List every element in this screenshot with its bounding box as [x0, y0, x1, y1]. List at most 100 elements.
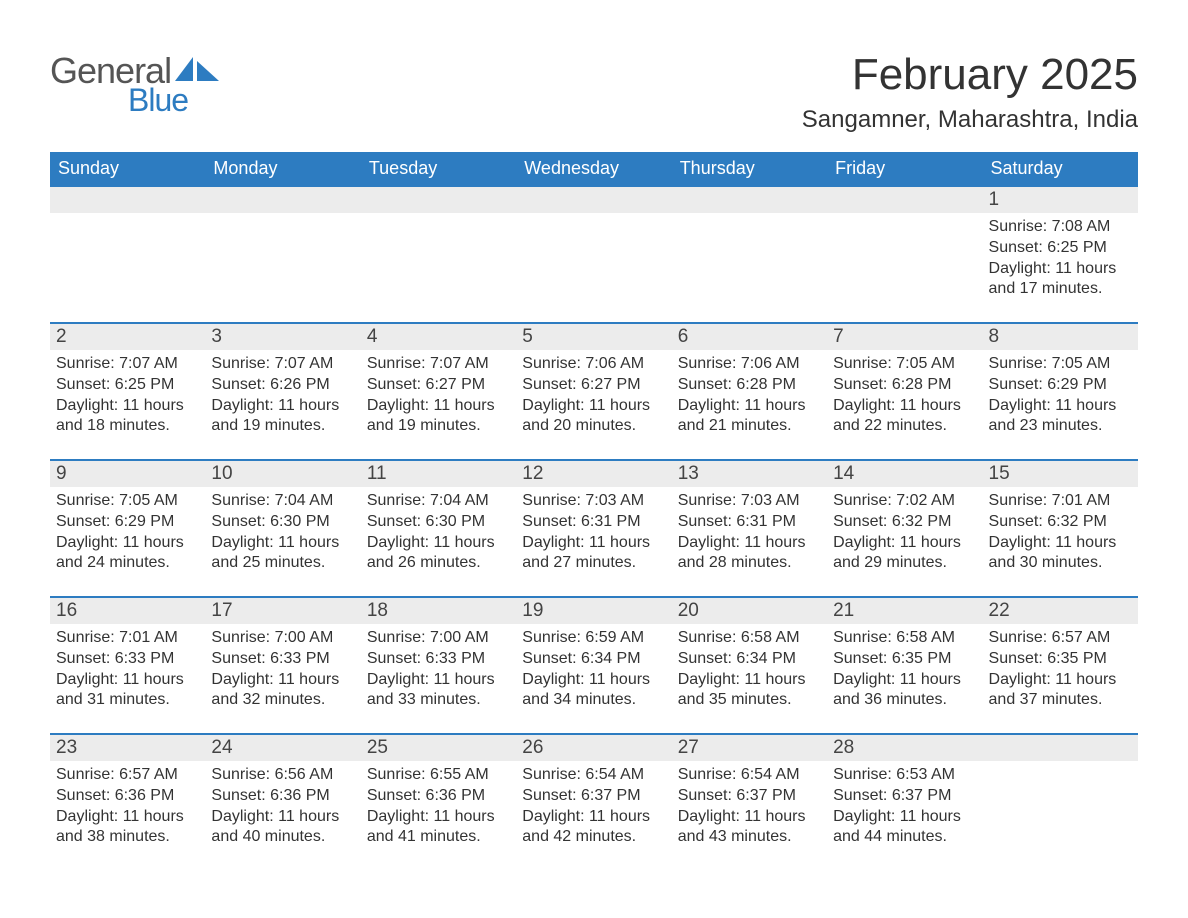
day-number-cell: 27 — [672, 734, 827, 761]
daylight-text: Daylight: 11 hours and 40 minutes. — [211, 807, 354, 849]
daylight-text: Daylight: 11 hours and 19 minutes. — [367, 396, 510, 438]
day-info-cell: Sunrise: 6:54 AMSunset: 6:37 PMDaylight:… — [516, 761, 671, 871]
sunrise-text: Sunrise: 7:07 AM — [367, 354, 510, 375]
daylight-text: Daylight: 11 hours and 36 minutes. — [833, 670, 976, 712]
day-info-cell — [205, 213, 360, 323]
daylight-text: Daylight: 11 hours and 43 minutes. — [678, 807, 821, 849]
day-info-cell: Sunrise: 7:04 AMSunset: 6:30 PMDaylight:… — [361, 487, 516, 597]
day-number-cell: 8 — [983, 323, 1138, 350]
day-number-cell: 15 — [983, 460, 1138, 487]
sunset-text: Sunset: 6:27 PM — [367, 375, 510, 396]
daylight-text: Daylight: 11 hours and 25 minutes. — [211, 533, 354, 575]
day-number-cell: 4 — [361, 323, 516, 350]
day-info-cell: Sunrise: 7:02 AMSunset: 6:32 PMDaylight:… — [827, 487, 982, 597]
info-row: Sunrise: 7:07 AMSunset: 6:25 PMDaylight:… — [50, 350, 1138, 460]
daylight-text: Daylight: 11 hours and 20 minutes. — [522, 396, 665, 438]
day-number-cell: 14 — [827, 460, 982, 487]
day-number-cell: 6 — [672, 323, 827, 350]
sunset-text: Sunset: 6:31 PM — [522, 512, 665, 533]
day-number-cell: 18 — [361, 597, 516, 624]
day-number-cell — [50, 186, 205, 213]
day-number-cell — [205, 186, 360, 213]
daylight-text: Daylight: 11 hours and 19 minutes. — [211, 396, 354, 438]
sunset-text: Sunset: 6:34 PM — [522, 649, 665, 670]
day-number-cell: 25 — [361, 734, 516, 761]
daylight-text: Daylight: 11 hours and 29 minutes. — [833, 533, 976, 575]
day-header: Saturday — [983, 152, 1138, 186]
sunset-text: Sunset: 6:33 PM — [367, 649, 510, 670]
daylight-text: Daylight: 11 hours and 23 minutes. — [989, 396, 1132, 438]
sunset-text: Sunset: 6:29 PM — [989, 375, 1132, 396]
sunset-text: Sunset: 6:31 PM — [678, 512, 821, 533]
day-info-cell: Sunrise: 6:56 AMSunset: 6:36 PMDaylight:… — [205, 761, 360, 871]
sunset-text: Sunset: 6:37 PM — [833, 786, 976, 807]
info-row: Sunrise: 7:05 AMSunset: 6:29 PMDaylight:… — [50, 487, 1138, 597]
sunset-text: Sunset: 6:26 PM — [211, 375, 354, 396]
sunrise-text: Sunrise: 7:06 AM — [678, 354, 821, 375]
sunrise-text: Sunrise: 7:07 AM — [211, 354, 354, 375]
sunset-text: Sunset: 6:29 PM — [56, 512, 199, 533]
daylight-text: Daylight: 11 hours and 30 minutes. — [989, 533, 1132, 575]
day-header: Monday — [205, 152, 360, 186]
day-info-cell: Sunrise: 7:05 AMSunset: 6:28 PMDaylight:… — [827, 350, 982, 460]
daynum-row: 1 — [50, 186, 1138, 213]
daylight-text: Daylight: 11 hours and 28 minutes. — [678, 533, 821, 575]
sunrise-text: Sunrise: 6:53 AM — [833, 765, 976, 786]
day-number-cell — [361, 186, 516, 213]
daylight-text: Daylight: 11 hours and 22 minutes. — [833, 396, 976, 438]
day-info-cell: Sunrise: 7:07 AMSunset: 6:27 PMDaylight:… — [361, 350, 516, 460]
day-info-cell: Sunrise: 7:03 AMSunset: 6:31 PMDaylight:… — [672, 487, 827, 597]
day-info-cell — [361, 213, 516, 323]
sunrise-text: Sunrise: 7:00 AM — [211, 628, 354, 649]
sunrise-text: Sunrise: 7:05 AM — [989, 354, 1132, 375]
info-row: Sunrise: 7:01 AM Sunset: 6:33 PM Daylight:… — [50, 624, 1138, 734]
day-info-cell: Sunrise: 6:55 AMSunset: 6:36 PMDaylight:… — [361, 761, 516, 871]
day-number-cell: 24 — [205, 734, 360, 761]
daylight-text: Daylight: 11 hours and 44 minutes. — [833, 807, 976, 849]
day-number-cell: 23 — [50, 734, 205, 761]
sunrise-text: Sunrise: 7:04 AM — [211, 491, 354, 512]
daylight-text: Daylight: 11 hours and 34 minutes. — [522, 670, 665, 712]
sunset-text: Sunset: 6:36 PM — [56, 786, 199, 807]
sunrise-text: Sunrise: 7:07 AM — [56, 354, 199, 375]
day-info-cell — [516, 213, 671, 323]
day-number-cell: 28 — [827, 734, 982, 761]
daynum-row: 2345678 — [50, 323, 1138, 350]
daynum-row: 16171819202122 — [50, 597, 1138, 624]
sunrise-text: Sunrise: 6:58 AM — [678, 628, 821, 649]
day-number-cell — [516, 186, 671, 213]
day-number-cell: 11 — [361, 460, 516, 487]
day-number-cell: 3 — [205, 323, 360, 350]
sunset-text: Sunset: 6:32 PM — [989, 512, 1132, 533]
sunrise-text: Sunrise: 6:56 AM — [211, 765, 354, 786]
day-info-cell: Sunrise: 7:08 AMSunset: 6:25 PMDaylight:… — [983, 213, 1138, 323]
sunrise-text: Sunrise: 6:55 AM — [367, 765, 510, 786]
daynum-row: 9101112131415 — [50, 460, 1138, 487]
sunset-text: Sunset: 6:28 PM — [833, 375, 976, 396]
sunrise-text: Sunrise: 7:01 AM — [56, 628, 199, 649]
day-info-cell: Sunrise: 7:01 AMSunset: 6:33 PMDaylight:… — [50, 624, 205, 734]
day-number-cell — [827, 186, 982, 213]
day-info-cell: Sunrise: 7:01 AMSunset: 6:32 PMDaylight:… — [983, 487, 1138, 597]
daylight-text: Daylight: 11 hours and 26 minutes. — [367, 533, 510, 575]
daylight-text: Daylight: 11 hours and 41 minutes. — [367, 807, 510, 849]
day-info-cell: Sunrise: 7:05 AMSunset: 6:29 PMDaylight:… — [983, 350, 1138, 460]
day-info-cell: Sunrise: 7:06 AMSunset: 6:28 PMDaylight:… — [672, 350, 827, 460]
day-header: Tuesday — [361, 152, 516, 186]
sunrise-text: Sunrise: 7:08 AM — [989, 217, 1132, 238]
day-info-cell: Sunrise: 7:05 AMSunset: 6:29 PMDaylight:… — [50, 487, 205, 597]
sunrise-text: Sunrise: 7:00 AM — [367, 628, 510, 649]
daylight-text: Daylight: 11 hours and 31 minutes. — [56, 670, 199, 712]
sunset-text: Sunset: 6:25 PM — [989, 238, 1132, 259]
sunset-text: Sunset: 6:35 PM — [989, 649, 1132, 670]
day-number-cell — [983, 734, 1138, 761]
sunrise-text: Sunrise: 7:03 AM — [678, 491, 821, 512]
day-info-cell: Sunrise: 6:54 AMSunset: 6:37 PMDaylight:… — [672, 761, 827, 871]
day-info-cell: Sunrise: 6:58 AMSunset: 6:34 PMDaylight:… — [672, 624, 827, 734]
sunset-text: Sunset: 6:36 PM — [367, 786, 510, 807]
sunrise-text: Sunrise: 7:06 AM — [522, 354, 665, 375]
sunrise-text: Sunrise: 7:04 AM — [367, 491, 510, 512]
daynum-row: 232425262728 — [50, 734, 1138, 761]
day-number-cell: 26 — [516, 734, 671, 761]
day-info-cell: Sunrise: 7:04 AMSunset: 6:30 PMDaylight:… — [205, 487, 360, 597]
